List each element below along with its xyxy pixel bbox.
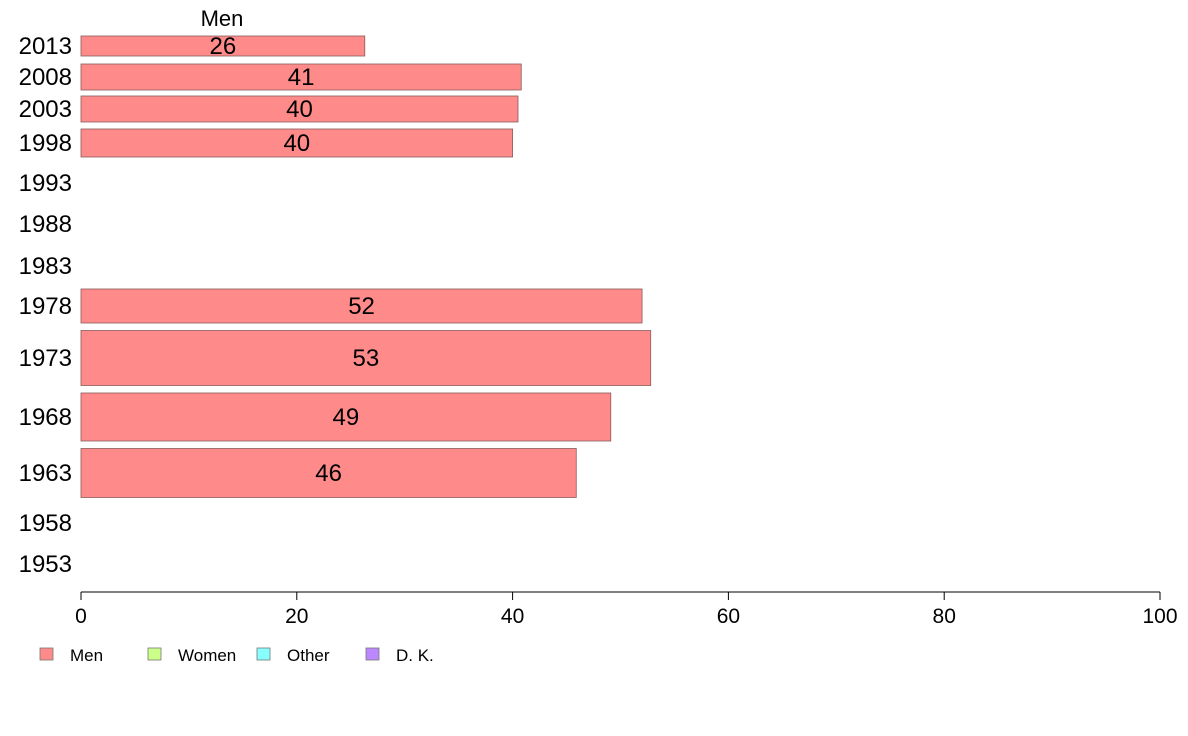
x-tick-label: 60 [717,605,740,628]
legend-label: Other [287,646,330,665]
bar-segment [80,392,612,442]
legend-swatch [147,647,162,661]
bar-value-label: 52 [348,293,375,320]
legend-label: D. K. [396,646,434,665]
bar-segment [80,330,652,386]
y-tick-label: 2008 [19,64,72,91]
bar-segment [80,128,514,158]
legend-swatch [365,647,380,661]
bar-segment [80,448,577,498]
bar-value-label: 26 [210,33,237,60]
y-tick-label: 2013 [19,33,72,60]
y-tick-label: 1963 [19,460,72,487]
y-tick-label: 1958 [19,510,72,537]
bar-value-label: 46 [315,460,342,487]
y-tick-label: 1973 [19,345,72,372]
bar-value-label: 49 [333,404,360,431]
y-tick-label: 1978 [19,293,72,320]
y-tick-label: 2003 [19,96,72,123]
legend-swatch [39,647,54,661]
y-tick-label: 1998 [19,130,72,157]
y-tick-label: 1988 [19,211,72,238]
x-axis: 0 20 40 60 80 100 [75,591,1178,628]
top-series-label: Men [201,6,244,31]
y-axis-tick-labels: 2013 2008 2003 1998 1993 1988 1983 1978 1973 1968… [19,33,72,578]
bar-segment [80,35,366,57]
bar-labels-layer: 26 41 40 40 52 53 49 46 [210,33,380,487]
y-tick-label: 1953 [19,551,72,578]
y-tick-label: 1968 [19,404,72,431]
bar-segment [80,63,522,91]
bars-layer [80,35,652,498]
legend-label: Men [70,646,103,665]
x-tick-label: 20 [285,605,308,628]
legend-swatch [256,647,271,661]
x-tick-label: 0 [75,605,87,628]
legend: Men Women Other D. K. [39,646,434,665]
x-tick-label: 40 [501,605,524,628]
bar-value-label: 40 [286,96,313,123]
x-tick-label: 80 [933,605,956,628]
bar-value-label: 41 [288,64,315,91]
bar-segment [80,288,643,324]
y-tick-label: 1983 [19,253,72,280]
x-tick-label: 100 [1142,605,1177,628]
bar-segment [80,95,519,123]
bar-value-label: 53 [353,345,380,372]
legend-label: Women [178,646,236,665]
y-tick-label: 1993 [19,170,72,197]
bar-value-label: 40 [283,130,310,157]
